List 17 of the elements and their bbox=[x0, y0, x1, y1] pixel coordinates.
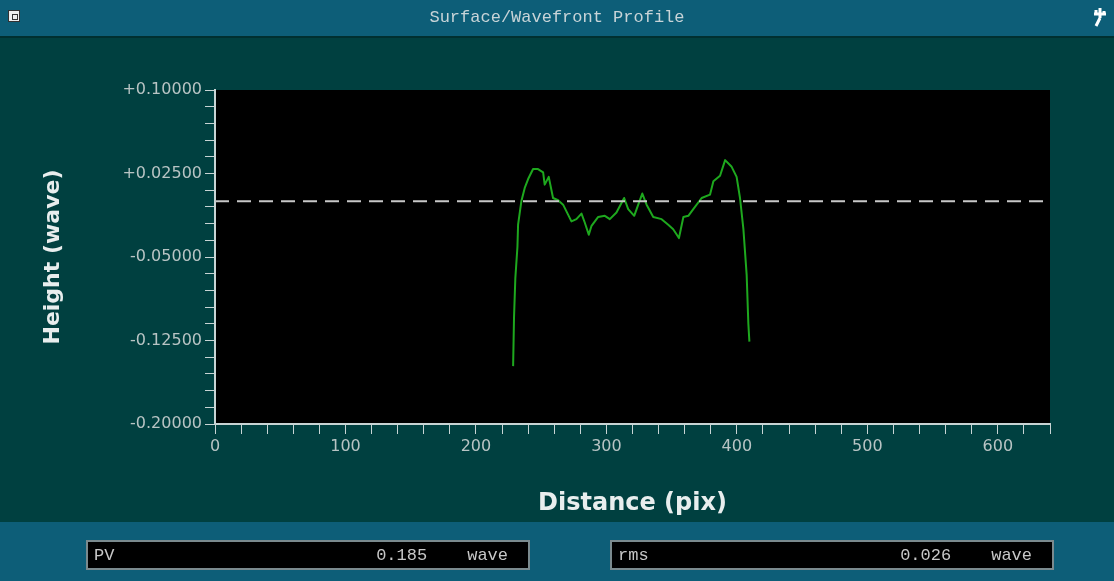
text: rms 0.026 wave bbox=[618, 545, 1032, 565]
x-tick-label: 300 bbox=[591, 435, 622, 455]
x-tick-label: 400 bbox=[721, 435, 753, 455]
y-tick-label: +0.02500 bbox=[122, 162, 202, 182]
y-axis-title: Height (wave) bbox=[38, 169, 64, 345]
y-tick-label: -0.05000 bbox=[130, 246, 202, 266]
x-tick-label: 100 bbox=[330, 435, 361, 455]
chart-title: Surface/Wavefront Profile bbox=[428, 8, 686, 27]
y-tick-label: +0.10000 bbox=[122, 79, 202, 99]
x-axis-title: Distance (pix) bbox=[538, 487, 727, 516]
x-tick-label: 200 bbox=[460, 435, 492, 455]
y-tick-label: -0.12500 bbox=[130, 329, 202, 349]
y-tick-label: -0.20000 bbox=[130, 413, 202, 433]
x-tick-label: 500 bbox=[852, 435, 883, 455]
text: PV 0.185 wave bbox=[94, 545, 508, 565]
x-tick-label: 0 bbox=[209, 435, 221, 455]
x-tick-label: 600 bbox=[982, 435, 1014, 455]
